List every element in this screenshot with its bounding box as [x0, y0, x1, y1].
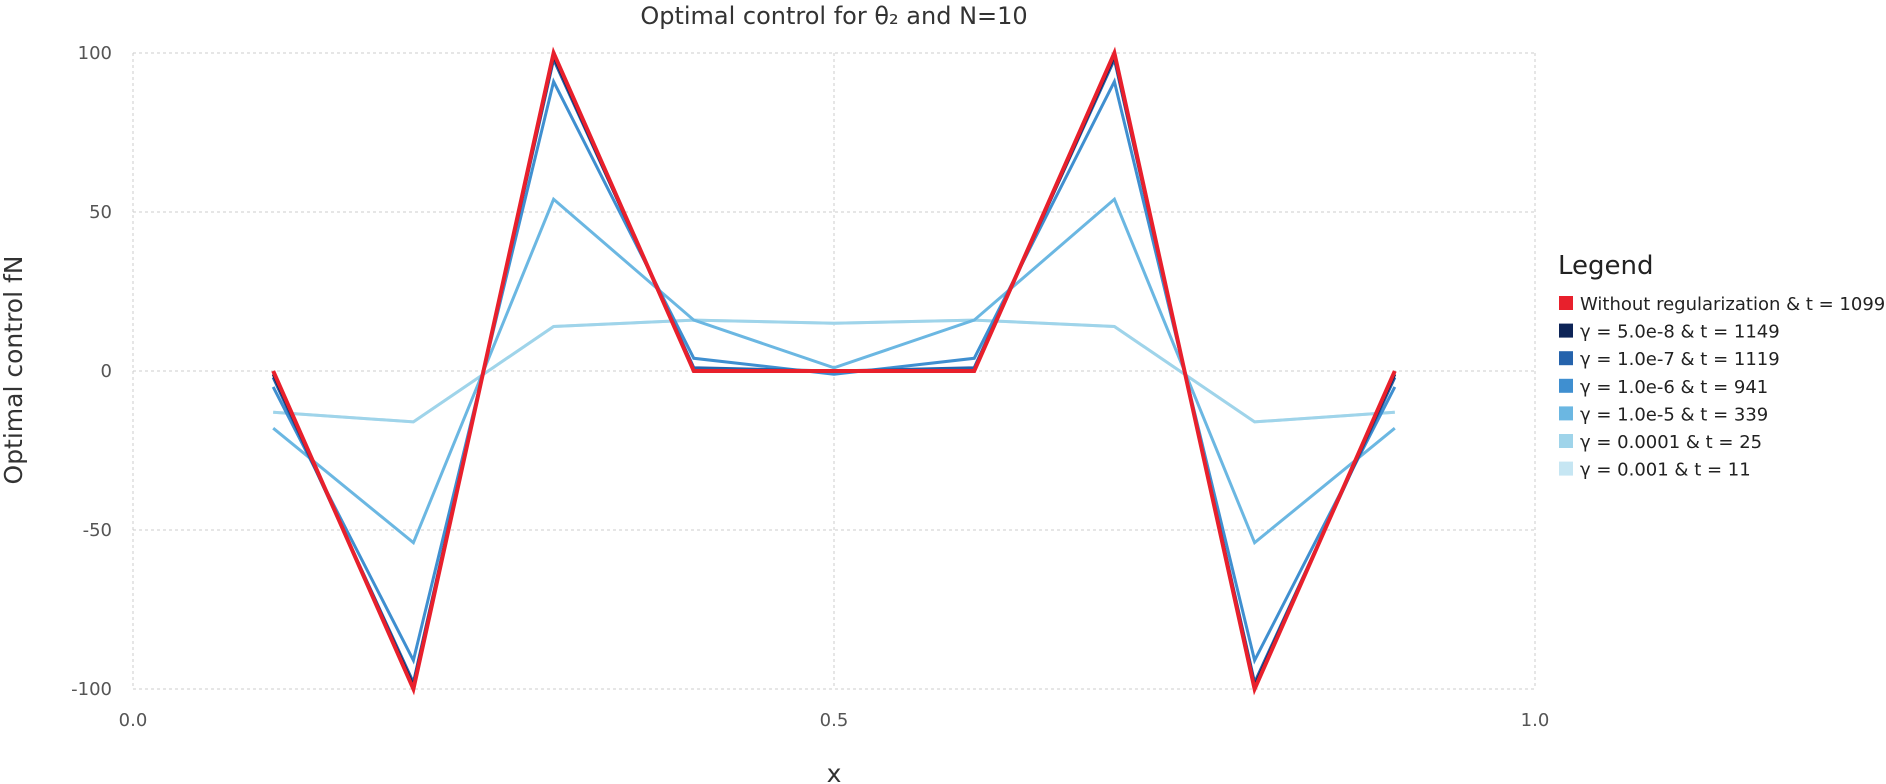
series-line: [271, 77, 1397, 665]
legend: Legend Without regularization & t = 1099…: [1558, 251, 1885, 481]
series-line: [272, 196, 1396, 546]
legend-label: γ = 0.0001 & t = 25: [1580, 432, 1762, 453]
y-tick-label: -50: [83, 520, 112, 541]
legend-label: γ = 1.0e-6 & t = 941: [1580, 377, 1768, 398]
legend-swatch: [1559, 406, 1573, 421]
legend-label: γ = 0.001 & t = 11: [1580, 460, 1751, 481]
x-tick-label: 0.0: [119, 710, 148, 731]
y-tick-label: 0: [101, 361, 112, 382]
legend-swatch: [1559, 323, 1573, 338]
legend-swatch: [1559, 461, 1573, 476]
series-line: [271, 46, 1397, 696]
y-tick-label: -100: [71, 679, 112, 700]
x-axis-title: x: [827, 759, 842, 784]
x-tick-label: 1.0: [1521, 710, 1550, 731]
legend-label: γ = 1.0e-5 & t = 339: [1580, 404, 1768, 425]
chart-title: Optimal control for θ₂ and N=10: [640, 2, 1027, 30]
x-tick-label: 0.5: [820, 710, 849, 731]
series-lines: [271, 46, 1397, 696]
legend-title: Legend: [1558, 251, 1654, 281]
y-axis-title: Optimal control fN: [0, 256, 28, 485]
legend-swatch: [1559, 351, 1573, 366]
legend-label: Without regularization & t = 1099: [1580, 294, 1885, 315]
legend-swatch: [1559, 434, 1573, 448]
y-tick-label: 50: [89, 202, 112, 223]
axis-ticks: 100 50 0 -50 -100 0.0 0.5 1.0: [71, 43, 1549, 731]
legend-label: γ = 1.0e-7 & t = 1119: [1580, 349, 1780, 370]
legend-swatch: [1559, 378, 1573, 393]
legend-swatch: [1559, 296, 1573, 310]
y-tick-label: 100: [78, 43, 112, 64]
legend-label: γ = 5.0e-8 & t = 1149: [1580, 322, 1780, 343]
series-line: [273, 318, 1395, 424]
